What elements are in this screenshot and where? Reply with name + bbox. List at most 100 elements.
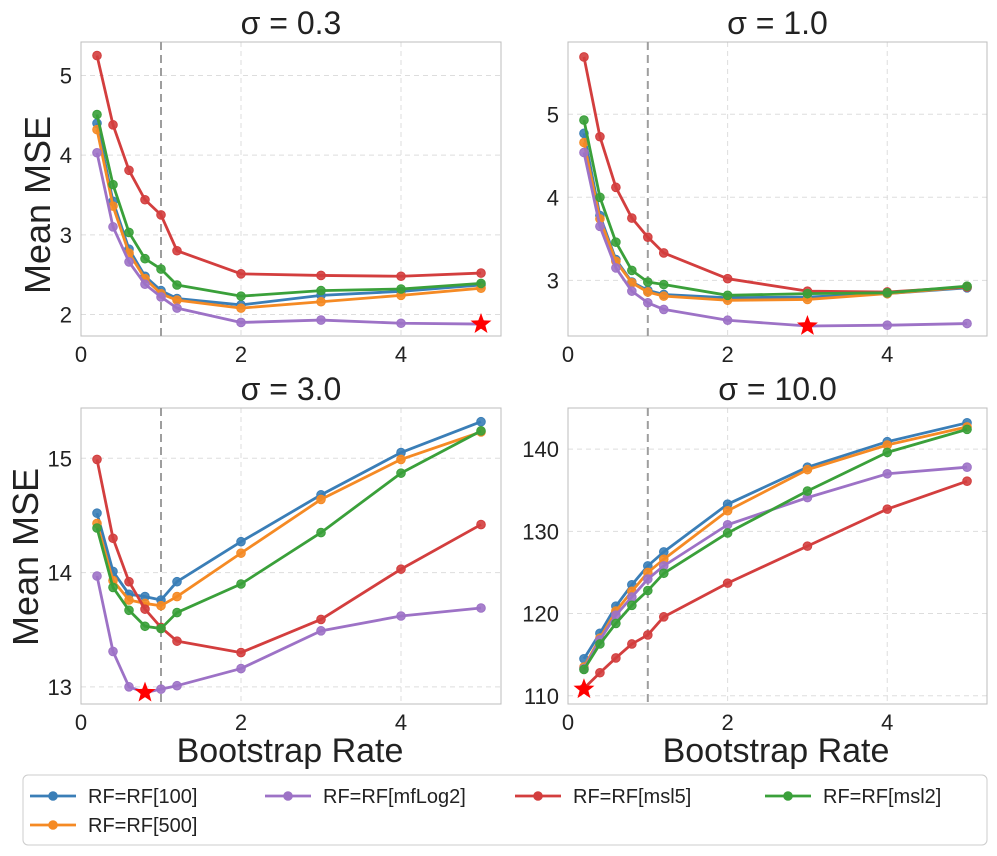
data-point xyxy=(124,165,134,176)
data-point xyxy=(316,296,326,307)
data-point xyxy=(172,245,182,256)
data-point xyxy=(643,232,653,242)
series-line xyxy=(95,459,482,654)
chart-title: σ = 1.0 xyxy=(727,5,828,41)
data-point xyxy=(722,578,733,588)
data-point xyxy=(579,115,589,125)
series-rf-rf-500 xyxy=(92,124,486,313)
data-point xyxy=(722,290,733,301)
data-point xyxy=(882,504,893,514)
series-line xyxy=(95,420,482,602)
series-line xyxy=(95,114,482,298)
data-point xyxy=(172,295,182,305)
x-tick-label: 2 xyxy=(721,342,733,367)
data-point xyxy=(722,528,733,538)
legend-label: RF=RF[500] xyxy=(88,815,197,837)
x-tick-label: 2 xyxy=(235,342,247,367)
series-line xyxy=(582,56,968,294)
data-point xyxy=(172,280,182,290)
data-point xyxy=(627,639,637,649)
data-point xyxy=(156,684,166,694)
data-point xyxy=(108,179,118,190)
x-tick-label: 4 xyxy=(395,342,407,367)
legend-entry: RF=RF[500] xyxy=(30,815,197,837)
data-point xyxy=(627,600,637,611)
chart-title: σ = 3.0 xyxy=(241,371,342,407)
data-point xyxy=(658,304,669,315)
data-point xyxy=(658,279,669,290)
data-point xyxy=(658,568,669,579)
y-tick-label: 4 xyxy=(547,185,559,210)
data-point xyxy=(627,286,637,296)
data-point xyxy=(124,257,134,267)
data-point xyxy=(316,527,326,538)
legend-label: RF=RF[msl2] xyxy=(823,786,941,808)
data-point xyxy=(124,605,134,616)
best-star-marker xyxy=(134,681,156,702)
data-point xyxy=(611,263,621,273)
data-point xyxy=(643,277,653,287)
series-line xyxy=(582,421,968,660)
data-point xyxy=(92,508,102,518)
data-point xyxy=(108,533,118,544)
series-line xyxy=(582,425,968,668)
data-point xyxy=(124,595,134,605)
data-point xyxy=(396,284,406,294)
legend-marker xyxy=(783,791,793,801)
data-point xyxy=(108,646,118,657)
series-line xyxy=(582,428,968,671)
data-point xyxy=(236,317,246,328)
chart-panel-4: 0 2 4 110 120 130 140 σ = 10.0 xyxy=(522,371,988,735)
data-point xyxy=(156,623,166,634)
data-point xyxy=(962,424,972,435)
x-tick-label: 0 xyxy=(562,342,574,367)
chart-title: σ = 10.0 xyxy=(718,371,837,407)
series-rf-rf-msl2 xyxy=(579,115,972,301)
data-point xyxy=(140,279,150,290)
data-point xyxy=(316,285,326,296)
legend-entry: RF=RF[msl5] xyxy=(515,786,691,808)
data-point xyxy=(140,194,150,205)
data-point xyxy=(156,600,166,611)
series-line xyxy=(95,430,482,608)
best-star-marker xyxy=(470,313,492,333)
data-point xyxy=(802,288,813,299)
data-point xyxy=(236,269,246,279)
data-point xyxy=(658,612,669,622)
plot-frame xyxy=(80,407,502,705)
y-tick-label: 15 xyxy=(48,446,72,471)
data-point xyxy=(627,592,637,602)
series-rf-rf-500 xyxy=(579,137,972,306)
x-tick-label: 4 xyxy=(395,710,407,735)
x-tick-label: 0 xyxy=(75,710,87,735)
series-line xyxy=(95,122,482,307)
series-rf-rf-100 xyxy=(579,418,972,664)
series-line xyxy=(95,55,482,278)
data-point xyxy=(611,182,621,193)
data-point xyxy=(611,618,621,629)
y-axis-label-top: Mean MSE xyxy=(17,116,58,294)
series-rf-rf-msl5 xyxy=(579,52,972,297)
legend-entry: RF=RF[100] xyxy=(30,786,197,808)
data-point xyxy=(643,287,653,297)
series-rf-rf-100 xyxy=(92,416,486,605)
data-point xyxy=(396,468,406,478)
y-axis-label-bottom: Mean MSE xyxy=(5,468,46,646)
data-point xyxy=(595,221,605,232)
series-line xyxy=(95,129,482,310)
best-star-marker xyxy=(573,678,595,699)
series-line xyxy=(582,133,968,300)
data-point xyxy=(595,131,605,142)
series-rf-rf-msl2 xyxy=(92,426,486,634)
data-point xyxy=(172,680,182,691)
series-rf-rf-100 xyxy=(92,118,486,310)
x-axis-label-left: Bootstrap Rate xyxy=(177,732,404,770)
plot-frame xyxy=(80,41,502,337)
x-tick-label: 4 xyxy=(881,710,893,735)
chart-panel-2: 0 2 4 3 4 5 σ = 1.0 xyxy=(547,5,988,367)
legend-label: RF=RF[100] xyxy=(88,786,197,808)
data-point xyxy=(92,571,102,581)
data-point xyxy=(396,318,406,329)
